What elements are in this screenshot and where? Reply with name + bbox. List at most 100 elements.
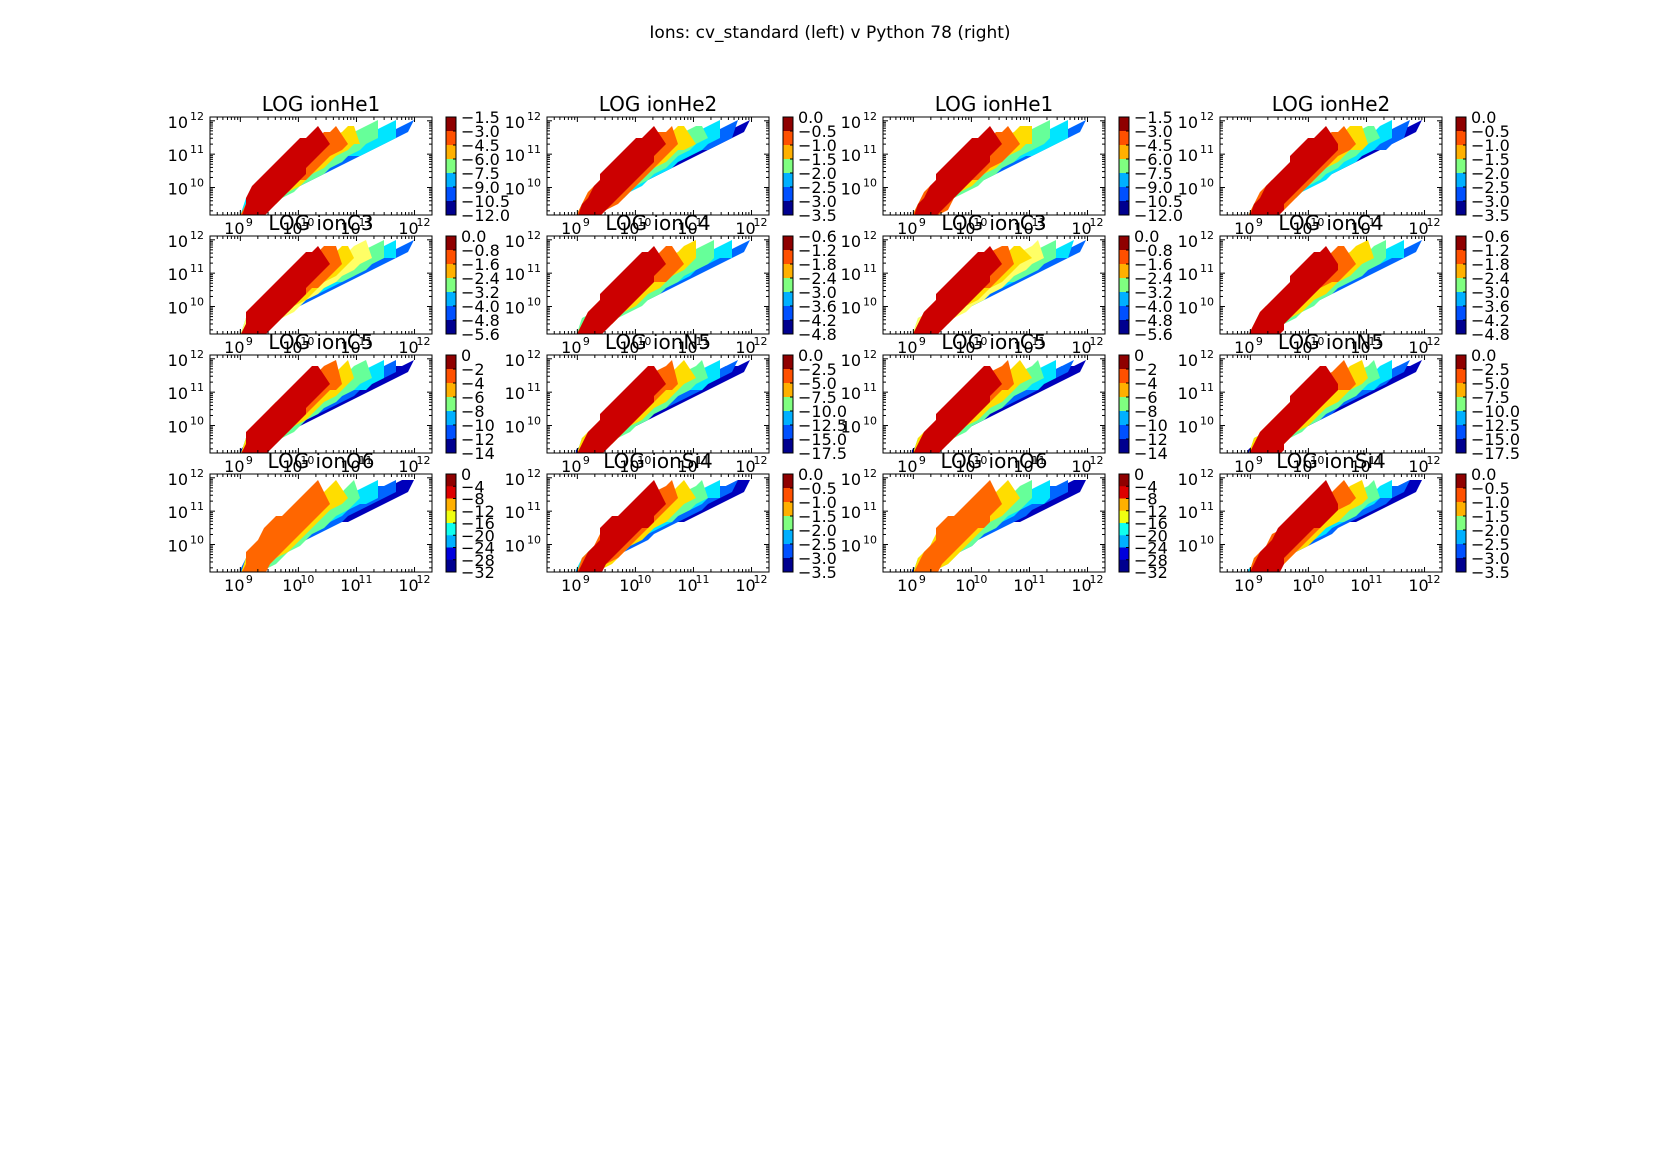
axes-frame <box>1219 354 1443 454</box>
y-tick-exponent: 11 <box>1200 143 1214 156</box>
colorbar-segment <box>783 530 793 545</box>
x-tick-exponent: 10 <box>1310 454 1324 467</box>
heatmap <box>576 480 750 572</box>
y-tick-exponent: 10 <box>1200 415 1214 428</box>
colorbar-segment <box>783 383 793 398</box>
y-tick-label: 10 <box>1178 146 1198 165</box>
x-tick-label: 10 <box>1013 457 1033 476</box>
x-tick-exponent: 10 <box>300 454 314 467</box>
panel-title: LOG ionC3 <box>941 211 1046 235</box>
x-tick-label: 10 <box>677 457 697 476</box>
x-tick-label: 10 <box>1350 338 1370 357</box>
axes-frame <box>546 116 770 216</box>
axes-frame <box>546 235 770 335</box>
colorbar-tick-label: 0.0 <box>1134 227 1159 246</box>
x-tick-exponent: 11 <box>1368 454 1382 467</box>
heatmap <box>912 360 1086 453</box>
colorbar-segment <box>446 250 456 265</box>
heatmap-band <box>578 480 666 572</box>
colorbar: −1.5−3.0−4.5−6.0−7.5−9.0−10.5−12.0 <box>445 108 510 225</box>
colorbar-tick-label: −3.5 <box>798 563 837 582</box>
heatmap <box>240 360 414 453</box>
colorbar-tick-label: −0.5 <box>798 479 837 498</box>
colorbar-tick-label: −12.0 <box>461 206 510 225</box>
heatmap-band <box>914 480 1002 572</box>
x-tick-label: 10 <box>677 338 697 357</box>
colorbar-segment <box>783 145 793 160</box>
panel-title: LOG ionSi4 <box>603 449 712 473</box>
x-tick-label: 10 <box>1292 338 1312 357</box>
colorbar-tick-label: −8 <box>461 402 485 421</box>
y-tick-exponent: 10 <box>190 177 204 190</box>
heatmap-band <box>1249 246 1338 334</box>
x-tick-label: 10 <box>897 338 917 357</box>
colorbar-segment <box>1119 201 1129 216</box>
panel-title: LOG ionHe2 <box>599 92 718 116</box>
x-tick-exponent: 9 <box>583 454 590 467</box>
x-tick-exponent: 10 <box>300 335 314 348</box>
x-tick-exponent: 9 <box>246 454 253 467</box>
x-tick-label: 10 <box>1408 576 1428 595</box>
colorbar-tick-label: 0.0 <box>798 346 823 365</box>
x-tick-label: 10 <box>619 219 639 238</box>
colorbar-tick-label: −4.0 <box>461 297 500 316</box>
colorbar-segment <box>446 411 456 426</box>
x-tick-label: 10 <box>398 338 418 357</box>
colorbar-tick-label: −4.2 <box>1471 311 1510 330</box>
x-tick-exponent: 11 <box>358 454 372 467</box>
panel-title: LOG ionN5 <box>1278 330 1384 354</box>
x-tick-label: 10 <box>1234 457 1254 476</box>
panel-title: LOG ionSi4 <box>1276 449 1385 473</box>
y-tick-label: 10 <box>1178 299 1198 318</box>
x-tick-exponent: 12 <box>1427 573 1441 586</box>
x-tick-label: 10 <box>224 457 244 476</box>
y-tick-label: 10 <box>841 418 861 437</box>
y-tick-label: 10 <box>168 384 188 403</box>
colorbar-segment <box>1456 117 1466 132</box>
x-tick-label: 10 <box>1013 338 1033 357</box>
panel-title: LOG ionHe2 <box>1272 92 1391 116</box>
colorbar-tick-label: −1.0 <box>798 493 837 512</box>
colorbar-tick-label: −2.4 <box>798 269 837 288</box>
colorbar-segment <box>446 369 456 384</box>
colorbar-segment <box>783 320 793 335</box>
heatmap <box>1248 360 1422 453</box>
y-tick-label: 10 <box>168 113 188 132</box>
colorbar-tick-label: −1.2 <box>798 241 837 260</box>
x-tick-exponent: 9 <box>919 573 926 586</box>
colorbar-tick-label: 0.0 <box>461 227 486 246</box>
colorbar-segment <box>783 117 793 132</box>
colorbar-tick-label: −3.6 <box>1471 297 1510 316</box>
x-tick-label: 10 <box>1292 457 1312 476</box>
colorbar-segment <box>1119 411 1129 426</box>
colorbar-tick-label: −10 <box>461 416 495 435</box>
x-tick-label: 10 <box>398 219 418 238</box>
colorbar-frame <box>1455 116 1467 216</box>
x-tick-exponent: 10 <box>973 573 987 586</box>
colorbar-tick-label: −4.8 <box>461 311 500 330</box>
y-tick-label: 10 <box>841 470 861 489</box>
colorbar-segment <box>446 187 456 202</box>
colorbar-tick-label: −5.0 <box>798 374 837 393</box>
y-tick-label: 10 <box>505 537 525 556</box>
x-tick-exponent: 12 <box>1427 454 1441 467</box>
x-tick-exponent: 11 <box>1031 454 1045 467</box>
colorbar-segment <box>446 355 456 370</box>
colorbar-tick-label: −15.0 <box>798 430 847 449</box>
colorbar-tick-label: −1.8 <box>1471 255 1510 274</box>
x-tick-label: 10 <box>561 219 581 238</box>
colorbar-segment <box>1456 439 1466 454</box>
colorbar-tick-label: 0 <box>1134 465 1144 484</box>
x-tick-exponent: 11 <box>1031 335 1045 348</box>
colorbar-tick-label: −2.5 <box>798 535 837 554</box>
colorbar-segment <box>783 131 793 146</box>
x-tick-label: 10 <box>340 219 360 238</box>
colorbar: 0.0−0.8−1.6−2.4−3.2−4.0−4.8−5.6 <box>445 227 500 344</box>
colorbar-tick-label: −15.0 <box>1471 430 1520 449</box>
colorbar: 0−2−4−6−8−10−12−14 <box>1118 346 1168 463</box>
colorbar-segment <box>1456 278 1466 293</box>
panel-title: LOG ionC3 <box>268 211 373 235</box>
colorbar-segment <box>1119 131 1129 146</box>
